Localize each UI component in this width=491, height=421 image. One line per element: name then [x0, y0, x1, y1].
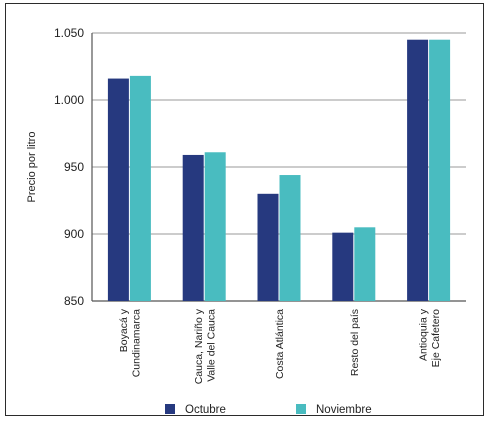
y-tick-label: 950 — [64, 160, 84, 174]
legend-swatch — [165, 404, 175, 414]
bar-noviembre — [129, 75, 151, 301]
y-tick-label: 1.050 — [54, 26, 84, 40]
y-tick-label: 1.000 — [54, 93, 84, 107]
category-label-line: Eje Cafetero — [430, 309, 442, 368]
category-label: Resto del país — [349, 309, 361, 376]
legend-swatch — [296, 404, 306, 414]
y-tick-labels: 850 900 950 1.000 1.050 — [54, 26, 84, 308]
bar-noviembre — [354, 227, 376, 301]
category-label: Costa Atlántica — [274, 309, 286, 379]
legend-item: Octubre — [165, 404, 226, 416]
category-label-line: Antioquia y — [417, 308, 429, 361]
category-label: Boyacá y Cundinamarca — [118, 308, 142, 377]
bar-octubre — [332, 232, 354, 301]
category-label-line: Cauca, Nariño y — [193, 308, 205, 384]
chart-frame — [5, 3, 484, 416]
category-label: Cauca, Nariño y Valle del Cauca — [193, 308, 218, 384]
category-label-line: Cundinamarca — [131, 309, 143, 377]
category-label: Antioquia y Eje Cafetero — [417, 308, 442, 367]
category-label-line: Costa Atlántica — [274, 309, 286, 379]
bar-octubre — [107, 78, 129, 301]
bar-noviembre — [429, 39, 451, 301]
bar-noviembre — [204, 152, 226, 301]
y-axis-label: Precio por litro — [26, 132, 38, 203]
category-label-line: Boyacá y — [118, 308, 130, 352]
bars — [107, 39, 451, 301]
legend: Octubre Noviembre — [165, 404, 372, 416]
bar-octubre — [257, 193, 279, 301]
legend-label: Noviembre — [316, 404, 372, 416]
y-tick-label: 850 — [64, 294, 84, 308]
gridlines — [91, 32, 466, 302]
category-labels: Boyacá y Cundinamarca Cauca, Nariño y Valle… — [118, 308, 442, 384]
legend-label: Octubre — [185, 404, 226, 416]
category-label-line: Valle del Cauca — [205, 309, 217, 382]
bar-noviembre — [279, 175, 301, 301]
legend-item: Noviembre — [296, 404, 372, 416]
bar-octubre — [407, 39, 429, 301]
y-tick-label: 900 — [64, 227, 84, 241]
bar-octubre — [182, 154, 204, 301]
category-label-line: Resto del país — [349, 309, 361, 376]
